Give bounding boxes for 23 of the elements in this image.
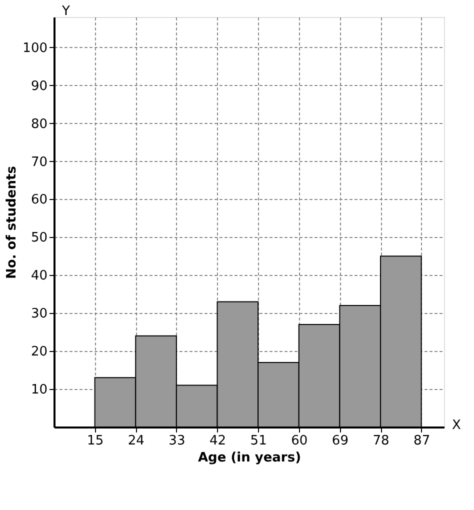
y-tick-label: 20	[30, 344, 48, 360]
x-tick-label: 33	[168, 434, 186, 448]
y-tick-label: 80	[30, 116, 48, 132]
y-tick-label: 100	[22, 40, 48, 56]
y-axis-title: No. of students	[4, 166, 20, 279]
x-tick-label: 15	[87, 434, 104, 448]
y-tick-label: 50	[30, 230, 48, 246]
x-tick-label: 24	[128, 434, 144, 448]
x-tick-label: 60	[291, 434, 308, 448]
y-tick-label: 70	[30, 154, 48, 170]
y-tick-label: 60	[30, 192, 48, 208]
y-tick-label: 10	[30, 382, 48, 398]
x-tick-label: 69	[332, 434, 348, 448]
annotation: Y	[61, 4, 70, 19]
x-tick-label: 87	[414, 434, 430, 448]
x-tick-label: 78	[372, 434, 390, 448]
text: X	[452, 418, 461, 433]
y-tick-label: 30	[30, 306, 48, 322]
x-axis-title: Age (in years)	[198, 450, 302, 466]
y-tick-label: 90	[30, 78, 48, 94]
x-tick-label: 42	[209, 434, 226, 448]
y-tick-label: 40	[30, 268, 48, 284]
x-tick-label: 51	[250, 434, 267, 448]
